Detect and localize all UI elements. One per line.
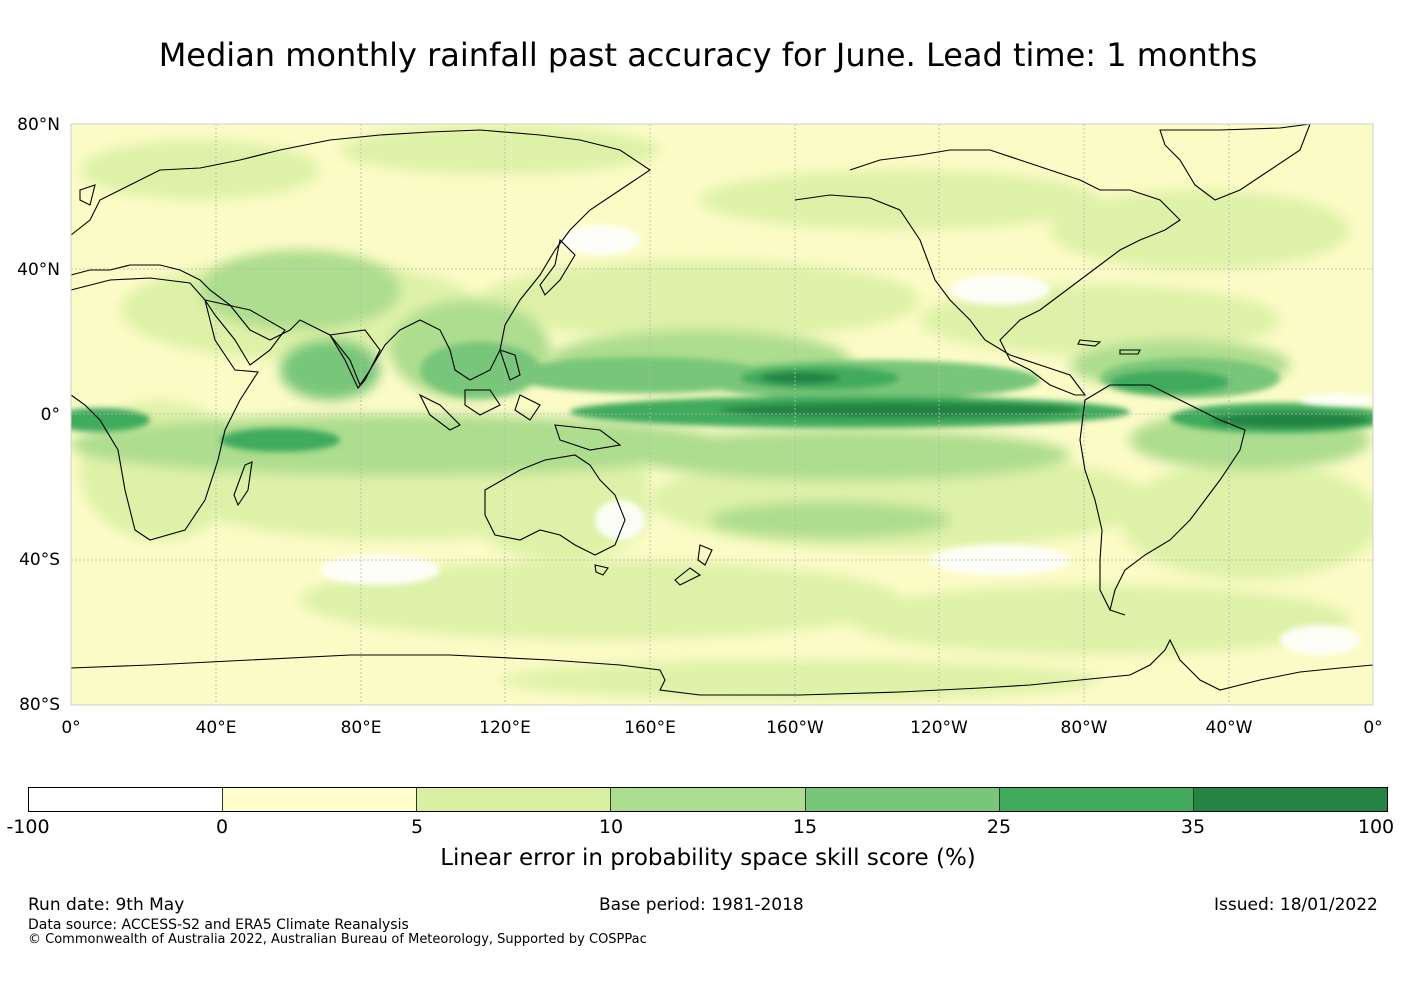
lon-label-160w: 160°W: [766, 718, 824, 738]
lon-label-0: 0°: [61, 718, 81, 738]
lat-label-80s: 80°S: [19, 695, 60, 715]
lon-label-160e: 160°E: [624, 718, 676, 738]
lon-label-0-east: 0°: [1363, 718, 1383, 738]
colorbar-tick: 35: [1180, 816, 1206, 838]
lon-label-40e: 40°E: [195, 718, 237, 738]
colorbar-tick: 10: [598, 816, 624, 838]
colorbar-tick: -100: [6, 816, 50, 838]
graticule: [71, 124, 1373, 705]
colorbar-tick: 5: [410, 816, 424, 838]
lon-label-120w: 120°W: [910, 718, 968, 738]
colorbar-tick: 100: [1357, 816, 1395, 838]
colorbar: [28, 787, 1388, 812]
coastlines: [70, 123, 1374, 696]
lat-label-80n: 80°N: [17, 115, 60, 135]
copyright: © Commonwealth of Australia 2022, Austra…: [28, 932, 647, 947]
lon-label-40w: 40°W: [1205, 718, 1253, 738]
colorbar-segment: [1193, 788, 1387, 811]
skill-score-map: [70, 123, 1374, 706]
lat-label-40n: 40°N: [17, 260, 60, 280]
colorbar-segment: [417, 788, 612, 811]
colorbar-tick: 25: [986, 816, 1012, 838]
lat-label-0: 0°: [40, 405, 60, 425]
skill-field: [71, 124, 1373, 705]
colorbar-segment: [805, 788, 1000, 811]
colorbar-segment: [999, 788, 1194, 811]
base-period: Base period: 1981-2018: [599, 895, 804, 915]
lon-label-120e: 120°E: [479, 718, 531, 738]
run-date: Run date: 9th May: [28, 895, 185, 915]
issued-date: Issued: 18/01/2022: [1214, 895, 1378, 915]
map-frame: [70, 123, 1374, 706]
data-source: Data source: ACCESS-S2 and ERA5 Climate …: [28, 917, 409, 933]
lon-label-80e: 80°E: [340, 718, 382, 738]
colorbar-segment: [29, 788, 224, 811]
lat-label-40s: 40°S: [19, 550, 60, 570]
map-title: Median monthly rainfall past accuracy fo…: [158, 36, 1258, 74]
colorbar-tick: 0: [215, 816, 229, 838]
lon-label-80w: 80°W: [1060, 718, 1108, 738]
colorbar-segment: [611, 788, 806, 811]
colorbar-tick: 15: [792, 816, 818, 838]
colorbar-label: Linear error in probability space skill …: [440, 845, 976, 871]
colorbar-segment: [223, 788, 418, 811]
